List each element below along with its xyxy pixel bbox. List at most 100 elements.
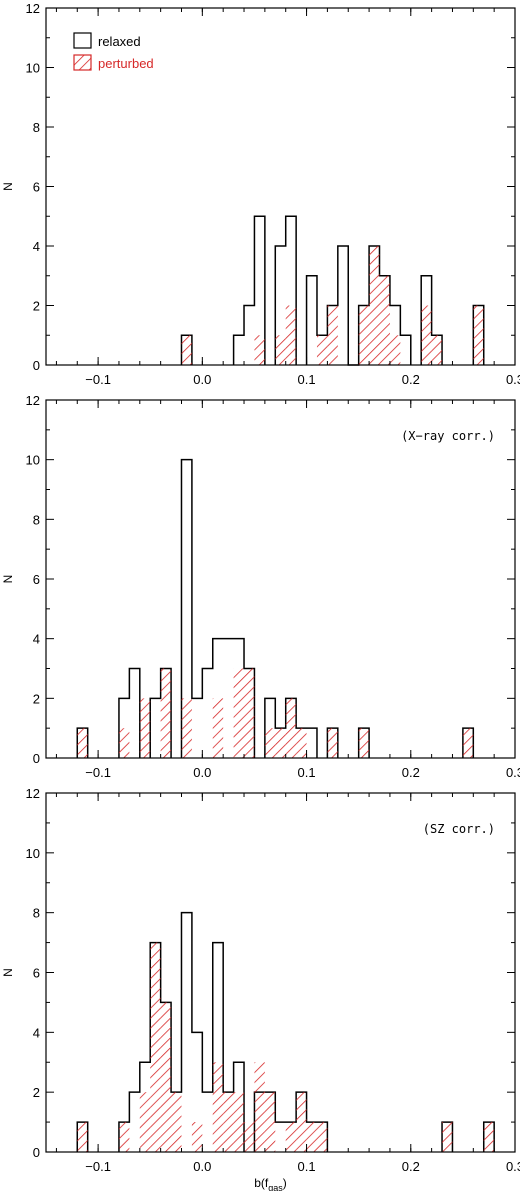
y-tick-label: 2 <box>33 691 40 706</box>
panel-annotation: (SZ corr.) <box>423 822 495 836</box>
plot-frame <box>45 399 516 759</box>
y-tick-label: 10 <box>26 453 40 468</box>
y-tick-label: 2 <box>33 1085 40 1100</box>
bar-perturbed-12 <box>431 335 443 365</box>
x-tick-label: −0.1 <box>85 765 111 780</box>
histogram-panel-2: −0.1 0.0 0.1 0.2 0.3 0 2 4 6 8 10 12 N (X−ray corr.) <box>1 393 520 780</box>
bar-perturbed-2 <box>254 335 265 365</box>
x-tick-label: −0.1 <box>85 1159 111 1174</box>
x-axis-label: b(fgas) <box>254 1176 287 1191</box>
bar-perturbed-1 <box>77 1122 88 1152</box>
x-tick-label: 0.0 <box>193 765 211 780</box>
legend-swatch-perturbed <box>73 54 92 71</box>
bar-perturbed-11 <box>244 1122 255 1152</box>
bar-perturbed-4 <box>150 942 161 1152</box>
y-tick-label: 4 <box>33 1025 40 1040</box>
x-axis-label-main: b(f <box>254 1176 269 1190</box>
y-tick-label: 12 <box>26 1 40 16</box>
bar-perturbed-10 <box>233 1092 245 1152</box>
outline-relaxed-run-5 <box>482 1121 495 1152</box>
histogram-panel-3: −0.1 0.0 0.1 0.2 0.3 0 2 4 6 8 10 12 N (SZ corr.) b(fg… <box>1 786 520 1191</box>
x-tick-label: 0.0 <box>193 1159 211 1174</box>
bar-perturbed-6 <box>212 698 224 758</box>
bar-perturbed-3 <box>275 335 286 365</box>
y-tick-label: 4 <box>33 632 40 647</box>
bar-perturbed-13 <box>264 1092 276 1152</box>
bar-perturbed-16 <box>306 1122 317 1152</box>
x-tick-label: 0.2 <box>402 1159 420 1174</box>
plot-frame <box>45 792 516 1153</box>
y-axis-label: N <box>1 182 15 191</box>
outline-relaxed-run-2 <box>118 911 245 1152</box>
x-axis-label-end: ) <box>283 1176 287 1190</box>
panel-annotation: (X−ray corr.) <box>401 429 495 443</box>
bar-perturbed-12 <box>254 1062 265 1152</box>
y-tick-label: 0 <box>33 751 40 766</box>
series-perturbed <box>181 246 484 365</box>
bar-perturbed-7 <box>233 668 245 758</box>
bar-perturbed-8 <box>369 246 380 365</box>
outline-relaxed-run-2 <box>232 215 266 365</box>
bar-perturbed-10 <box>275 728 286 758</box>
outline-relaxed-run-2 <box>118 667 141 758</box>
bar-perturbed-5 <box>181 698 192 758</box>
bar-perturbed-3 <box>139 1092 151 1152</box>
bar-perturbed-15 <box>296 1092 307 1152</box>
x-tick-label: 0.0 <box>193 372 211 387</box>
bar-perturbed-11 <box>285 698 297 758</box>
y-tick-label: 8 <box>33 512 40 527</box>
bar-perturbed-13 <box>473 305 484 365</box>
x-tick-label: 0.2 <box>402 765 420 780</box>
x-tick-label: 0.1 <box>298 1159 316 1174</box>
bar-perturbed-15 <box>462 728 474 758</box>
bar-perturbed-14 <box>285 1122 297 1152</box>
outline-relaxed-run-3 <box>274 215 297 365</box>
bar-perturbed-12 <box>296 728 307 758</box>
x-tick-label: −0.1 <box>85 372 111 387</box>
bar-perturbed-9 <box>379 275 390 365</box>
x-tick-label: 0.1 <box>298 765 316 780</box>
y-tick-label: 10 <box>26 846 40 861</box>
x-tick-label: 0.3 <box>506 765 520 780</box>
y-tick-label: 0 <box>33 1145 40 1160</box>
bar-perturbed-5 <box>316 335 328 365</box>
bar-perturbed-1 <box>77 728 88 758</box>
bar-perturbed-2 <box>118 1122 130 1152</box>
y-tick-label: 12 <box>26 393 40 408</box>
series-relaxed <box>76 458 475 758</box>
bar-perturbed-13 <box>327 728 338 758</box>
legend: relaxed perturbed <box>73 32 154 71</box>
bar-perturbed-8 <box>212 1062 224 1152</box>
y-tick-label: 6 <box>33 180 40 195</box>
legend-swatch-relaxed <box>73 32 92 49</box>
x-axis-label-sub: gas <box>268 1183 283 1191</box>
series-perturbed <box>77 668 474 758</box>
y-tick-label: 6 <box>33 572 40 587</box>
legend-label-perturbed: perturbed <box>98 56 154 71</box>
bar-perturbed-3 <box>139 698 151 758</box>
bar-perturbed-4 <box>285 305 297 365</box>
y-tick-label: 8 <box>33 120 40 135</box>
y-tick-label: 4 <box>33 239 40 254</box>
legend-label-relaxed: relaxed <box>98 34 141 49</box>
bar-perturbed-8 <box>244 668 255 758</box>
bar-perturbed-10 <box>389 335 401 365</box>
bar-perturbed-9 <box>223 1092 234 1152</box>
x-tick-label: 0.3 <box>506 372 520 387</box>
y-tick-label: 12 <box>26 786 40 801</box>
y-tick-label: 2 <box>33 299 40 314</box>
y-tick-label: 6 <box>33 966 40 981</box>
outline-relaxed-run-5 <box>264 697 318 758</box>
bar-perturbed-6 <box>327 305 338 365</box>
bar-perturbed-9 <box>264 728 276 758</box>
bar-perturbed-5 <box>160 1002 172 1152</box>
bar-perturbed-2 <box>118 728 130 758</box>
bar-perturbed-11 <box>421 305 432 365</box>
bar-perturbed-4 <box>160 668 172 758</box>
y-tick-label: 10 <box>26 61 40 76</box>
outline-relaxed-run-4 <box>180 458 256 758</box>
bar-perturbed-1 <box>181 335 192 365</box>
bar-perturbed-18 <box>442 1122 453 1152</box>
